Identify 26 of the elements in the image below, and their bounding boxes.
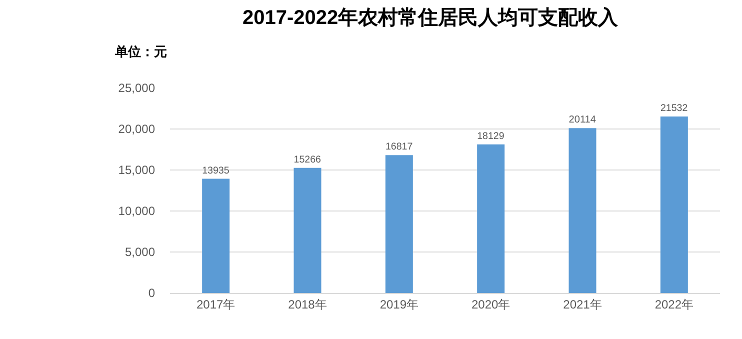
bar [202, 178, 230, 293]
y-tick-label: 0 [148, 286, 156, 300]
x-tick-label: 2021年 [563, 297, 602, 312]
data-label: 15266 [294, 154, 322, 166]
y-tick-label: 25,000 [118, 81, 156, 96]
bar [660, 116, 688, 293]
x-tick-label: 2019年 [380, 297, 419, 312]
y-axis-title: 单位：元 [114, 44, 167, 59]
bar [568, 128, 596, 293]
data-label: 18129 [477, 130, 504, 142]
x-tick-label: 2022年 [654, 297, 694, 312]
y-tick-label: 20,000 [118, 122, 156, 136]
bar [385, 155, 413, 293]
data-label: 13935 [202, 165, 230, 176]
chart-title: 2017-2022年农村常住居民人均可支配收入 [242, 6, 620, 30]
x-tick-label: 2018年 [288, 297, 327, 312]
x-tick-label: 2020年 [471, 297, 510, 312]
bar [477, 144, 505, 293]
data-label: 20114 [568, 114, 596, 126]
y-tick-label: 10,000 [118, 204, 156, 218]
x-tick-label: 2017年 [196, 297, 236, 312]
y-tick-label: 15,000 [118, 163, 156, 178]
y-tick-label: 5,000 [124, 245, 156, 260]
data-label: 21532 [660, 102, 688, 114]
data-label: 16817 [385, 142, 413, 153]
bar [294, 168, 322, 293]
